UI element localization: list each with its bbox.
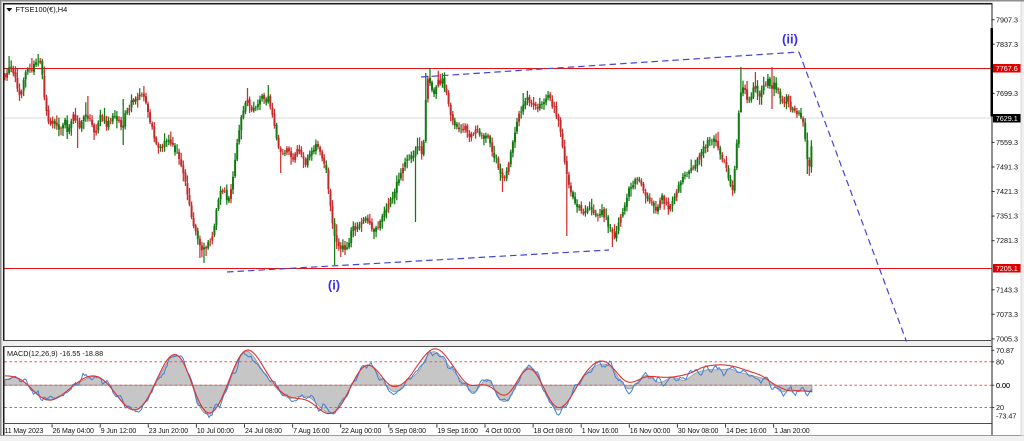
svg-text:10 Jul 00:00: 10 Jul 00:00 (197, 428, 234, 435)
svg-text:(ii): (ii) (782, 32, 798, 47)
svg-text:0.00: 0.00 (996, 381, 1010, 390)
svg-text:0.00: 0.00 (996, 381, 1010, 390)
svg-text:7699.3: 7699.3 (996, 89, 1018, 98)
svg-text:-73.47: -73.47 (996, 411, 1016, 420)
svg-text:24 Jul 08:00: 24 Jul 08:00 (245, 428, 282, 435)
svg-text:7629.1: 7629.1 (996, 114, 1018, 123)
svg-text:7281.3: 7281.3 (996, 236, 1018, 245)
svg-text:7205.1: 7205.1 (996, 264, 1018, 273)
svg-text:1 Nov 16:00: 1 Nov 16:00 (582, 428, 619, 435)
svg-text:1 Jan 20:00: 1 Jan 20:00 (774, 428, 810, 435)
svg-text:5 Sep 08:00: 5 Sep 08:00 (389, 428, 426, 435)
svg-text:14 Dec 16:00: 14 Dec 16:00 (726, 428, 767, 435)
svg-text:FTSE100(€),H4: FTSE100(€),H4 (16, 5, 68, 14)
svg-text:16 Nov 00:00: 16 Nov 00:00 (630, 428, 671, 435)
svg-text:7491.3: 7491.3 (996, 163, 1018, 172)
svg-text:7351.3: 7351.3 (996, 212, 1018, 221)
svg-text:7907.3: 7907.3 (996, 15, 1018, 24)
svg-text:18 Oct 08:00: 18 Oct 08:00 (534, 428, 573, 435)
svg-text:80: 80 (996, 357, 1004, 366)
svg-text:7143.3: 7143.3 (996, 285, 1018, 294)
svg-text:22 Aug 00:00: 22 Aug 00:00 (341, 428, 381, 435)
svg-text:7837.3: 7837.3 (996, 40, 1018, 49)
svg-text:19 Sep 16:00: 19 Sep 16:00 (437, 428, 478, 435)
svg-text:4 Oct 00:00: 4 Oct 00:00 (486, 428, 521, 435)
svg-text:26 May 04:00: 26 May 04:00 (53, 428, 94, 435)
svg-text:11 May 2023: 11 May 2023 (5, 428, 44, 435)
svg-text:20: 20 (996, 403, 1004, 412)
svg-text:7421.3: 7421.3 (996, 187, 1018, 196)
svg-text:7 Aug 16:00: 7 Aug 16:00 (293, 428, 329, 435)
svg-text:7073.3: 7073.3 (996, 310, 1018, 319)
svg-text:7559.3: 7559.3 (996, 138, 1018, 147)
svg-text:70.87: 70.87 (996, 346, 1014, 355)
svg-text:7005.3: 7005.3 (996, 335, 1018, 344)
svg-text:9 Jun 12:00: 9 Jun 12:00 (101, 428, 137, 435)
svg-text:23 Jun 20:00: 23 Jun 20:00 (149, 428, 188, 435)
svg-text:(i): (i) (328, 278, 340, 293)
svg-text:MACD(12,26,9) -16.55 -18.88: MACD(12,26,9) -16.55 -18.88 (7, 349, 103, 358)
svg-text:7767.6: 7767.6 (996, 64, 1018, 73)
svg-text:30 Nov 08:00: 30 Nov 08:00 (678, 428, 719, 435)
